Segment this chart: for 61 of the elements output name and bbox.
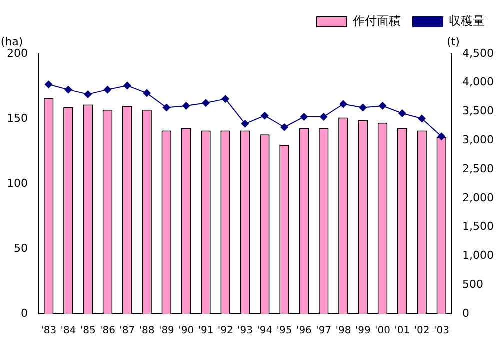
x-tick-label: '86 [100, 326, 116, 337]
point [339, 100, 348, 108]
x-tick-label: '93 [238, 326, 253, 337]
x-tick-label: '99 [355, 326, 371, 337]
legend-label: 収穫量 [449, 14, 485, 28]
point [320, 112, 328, 121]
y2-tick-label: 0 [462, 306, 470, 320]
point [418, 114, 426, 123]
point [84, 90, 92, 98]
point [378, 102, 387, 110]
x-tick-label: '94 [257, 326, 273, 337]
y2-tick-label: 1,500 [462, 220, 494, 234]
x-tick-label: '90 [178, 326, 194, 337]
point [280, 123, 289, 132]
x-tick-label: '95 [276, 326, 292, 337]
x-tick-label: '88 [139, 326, 155, 337]
y2-tick-label: 2,000 [462, 191, 494, 204]
point [398, 110, 406, 118]
y2-tick-label: 4,000 [462, 76, 494, 89]
y-tick-label: 100 [6, 176, 28, 190]
point [162, 104, 171, 112]
y2-tick-label: 2,500 [462, 162, 494, 176]
y2-tick-label: 500 [462, 278, 484, 291]
x-tick-label: '89 [158, 326, 174, 337]
point [300, 112, 308, 121]
y-tick-label: 200 [6, 46, 28, 60]
x-tick-label: '92 [218, 326, 234, 337]
point [438, 132, 446, 141]
point [260, 112, 269, 120]
point [44, 80, 53, 89]
y2-tick-label: 3,500 [462, 104, 494, 118]
y2-tick-label: 1,000 [462, 249, 494, 262]
x-tick-label: '91 [198, 326, 214, 337]
point [182, 102, 190, 110]
x-tick-label: '00 [375, 326, 390, 337]
y-tick-label: 50 [14, 242, 28, 255]
point [104, 86, 112, 94]
point [241, 120, 250, 128]
x-tick-label: '83 [41, 326, 57, 337]
point [143, 89, 152, 98]
y-tick-label: 150 [6, 112, 28, 125]
x-tick-label: '97 [316, 326, 332, 337]
y2-tick-label: 4,500 [462, 46, 494, 60]
y-tick-label: 0 [20, 306, 28, 320]
x-tick-label: '98 [336, 326, 352, 337]
x-tick-label: '96 [296, 326, 312, 337]
x-tick-label: '01 [394, 326, 410, 337]
x-tick-label: '03 [434, 326, 450, 337]
y2-tick-label: 3,000 [462, 134, 494, 147]
point [202, 99, 210, 108]
y-axis-title: (ha) [0, 35, 24, 48]
x-tick-label: '85 [80, 326, 96, 337]
x-tick-label: '84 [60, 326, 76, 337]
point [64, 86, 72, 94]
legend-label: 作付面積 [352, 14, 401, 28]
point [359, 104, 368, 112]
point [222, 95, 230, 104]
point [123, 82, 132, 90]
x-tick-label: '87 [120, 326, 136, 337]
x-tick-label: '02 [414, 326, 430, 337]
y2-axis-title: (t) [447, 35, 460, 48]
